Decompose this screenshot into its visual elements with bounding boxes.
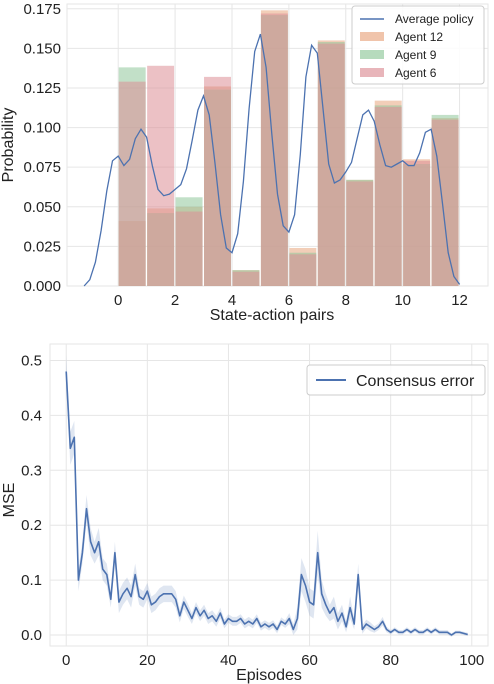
top-xlabel: State-action pairs <box>210 307 335 324</box>
bar-agent-6-0 <box>118 81 146 286</box>
bottom-y-ticks: 0.0 0.1 0.2 0.3 0.4 0.5 <box>21 352 42 644</box>
top-ylabel: Probability <box>0 108 17 183</box>
bar-agent-6-6 <box>289 254 317 286</box>
top-xtick-label: 12 <box>451 292 468 309</box>
top-ytick-label: 0.125 <box>23 80 61 97</box>
top-legend-box <box>351 5 485 85</box>
bottom-ytick-label: 0.2 <box>21 517 42 534</box>
bottom-xlabel: Episodes <box>236 667 302 684</box>
bar-agent-6-9 <box>374 106 402 286</box>
bottom-ytick-label: 0.4 <box>21 407 42 424</box>
legend-agent12-label: Agent 12 <box>395 30 443 44</box>
top-xtick-label: 4 <box>228 292 236 309</box>
legend-agent12-swatch <box>360 32 384 41</box>
bar-agent-6-2 <box>175 211 203 286</box>
top-ytick-label: 0.100 <box>23 120 61 137</box>
legend-agent6-label: Agent 6 <box>395 66 437 80</box>
legend-agent9-swatch <box>360 50 384 59</box>
bottom-xtick-label: 60 <box>301 652 318 669</box>
top-average-policy-line <box>83 33 461 287</box>
top-xtick-label: 6 <box>285 292 293 309</box>
bar-agent-6-5 <box>260 13 288 287</box>
top-ytick-label: 0.150 <box>23 40 61 57</box>
bottom-ytick-label: 0.1 <box>21 572 42 589</box>
top-ytick-label: 0.050 <box>23 199 61 216</box>
top-y-ticks: 0.000 0.025 0.050 0.075 0.100 0.125 0.150 0.175 <box>23 1 61 295</box>
top-legend: Average policy Agent 12 Agent 9 Agent 6 <box>351 5 485 85</box>
top-ytick-label: 0.175 <box>23 1 61 18</box>
top-xtick-label: 2 <box>171 292 179 309</box>
average-policy-line <box>83 33 461 287</box>
consensus-error-line <box>65 371 468 636</box>
legend-consensus-label: Consensus error <box>356 373 475 390</box>
top-x-ticks: 0 2 4 6 8 10 12 <box>114 292 468 309</box>
bar-agent-6-11 <box>431 119 459 286</box>
legend-agent9-label: Agent 9 <box>395 48 437 62</box>
bottom-ylabel: MSE <box>1 483 18 518</box>
bottom-xtick-label: 20 <box>139 652 156 669</box>
bar-agent-6-4 <box>232 271 260 286</box>
bottom-ytick-label: 0.3 <box>21 462 42 479</box>
bottom-xtick-label: 100 <box>459 652 484 669</box>
top-xtick-label: 10 <box>394 292 411 309</box>
bottom-ytick-label: 0.0 <box>21 627 42 644</box>
chart-probability-bars: 0 2 4 6 8 10 12 0.000 0.025 0.050 0.075 0.100 0.125… <box>0 1 489 324</box>
bottom-consensus-line <box>65 371 468 636</box>
bottom-legend-box <box>306 364 486 396</box>
bar-agent-6-7 <box>317 43 345 286</box>
bottom-xtick-label: 40 <box>220 652 237 669</box>
bottom-legend: Consensus error <box>306 364 486 396</box>
bar-agent-6-10 <box>403 160 431 286</box>
top-ytick-label: 0.025 <box>23 238 61 255</box>
top-ytick-label: 0.000 <box>23 278 61 295</box>
bar-agent-6-8 <box>346 181 374 286</box>
chart-consensus-error: 0 20 40 60 80 100 0.0 0.1 0.2 0.3 0.4 0.5 Episodes… <box>1 343 489 684</box>
bar-agent-6-1 <box>147 65 175 286</box>
bottom-xtick-label: 0 <box>62 652 70 669</box>
bottom-xtick-label: 80 <box>382 652 399 669</box>
top-ytick-label: 0.075 <box>23 159 61 176</box>
top-xtick-label: 8 <box>342 292 350 309</box>
bottom-x-ticks: 0 20 40 60 80 100 <box>62 652 484 669</box>
top-bars <box>118 10 459 287</box>
legend-agent6-swatch <box>360 68 384 77</box>
legend-average-policy-label: Average policy <box>395 12 474 26</box>
top-xtick-label: 0 <box>114 292 122 309</box>
bottom-ytick-label: 0.5 <box>21 352 42 369</box>
